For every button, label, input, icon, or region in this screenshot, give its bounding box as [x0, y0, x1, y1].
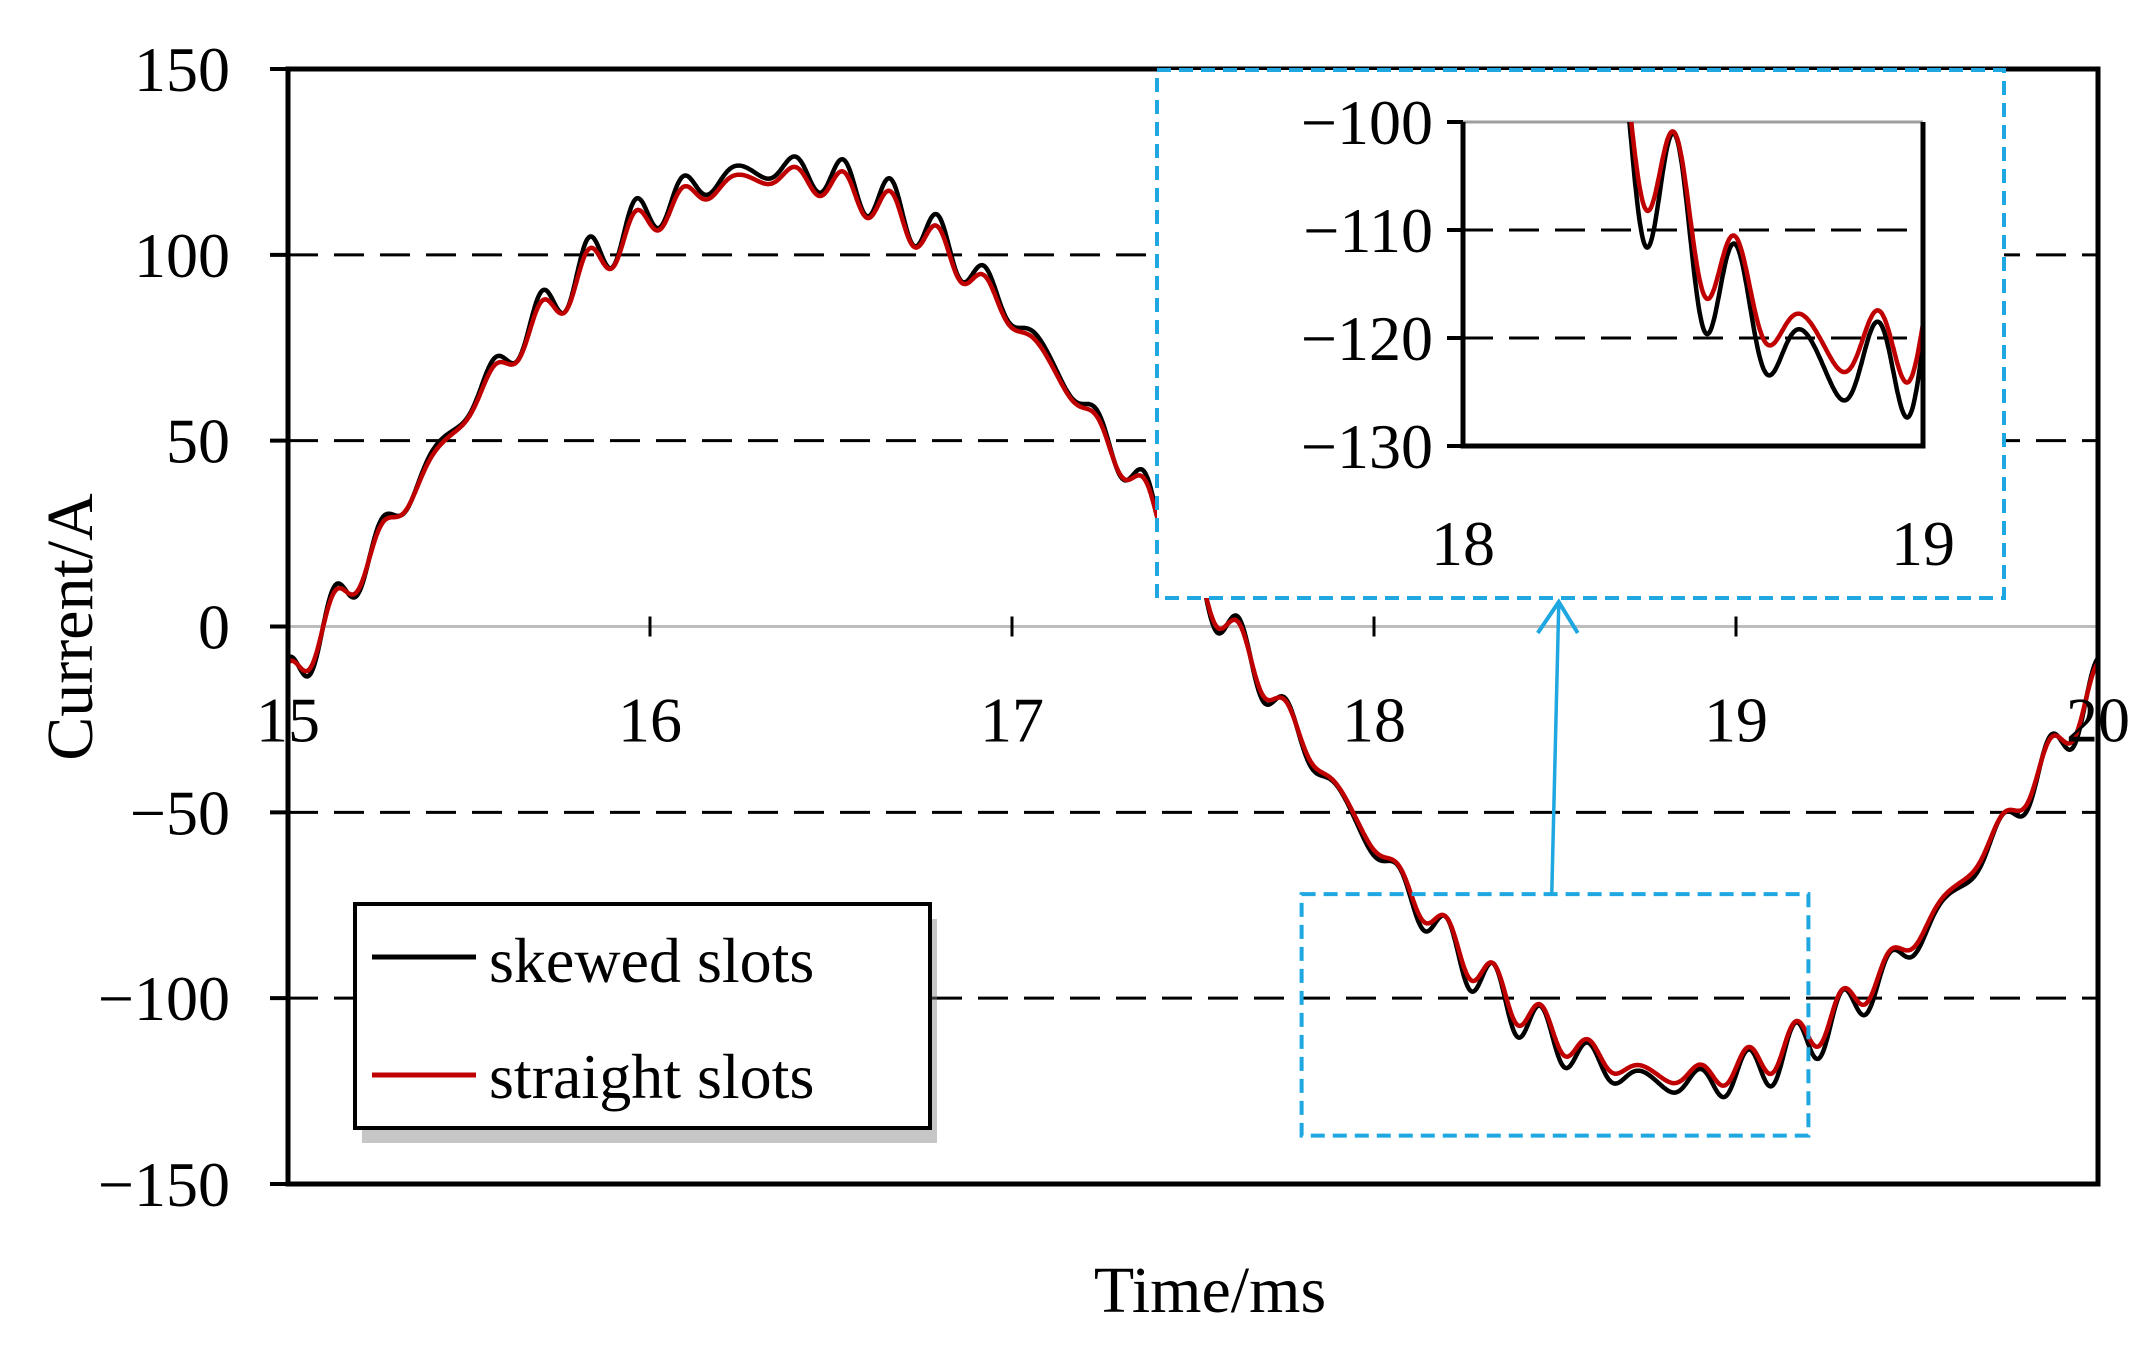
y-tick-label: 100: [134, 220, 230, 291]
legend-label-straight-slots: straight slots: [489, 1041, 814, 1112]
inset-y-ticks: −100 −110 −120 −130: [1301, 87, 1463, 482]
y-tick-label: −50: [130, 777, 230, 848]
inset-y-tick-label: −110: [1303, 195, 1433, 266]
x-tick-label: 16: [618, 685, 682, 756]
y-tick-label: 0: [198, 592, 230, 663]
y-axis-ticks: 150 100 50 0 −50 −100 −150: [98, 34, 288, 1220]
legend-label-skewed-slots: skewed slots: [489, 925, 814, 996]
inset-y-tick-label: −100: [1301, 87, 1433, 158]
x-tick-label: 15: [256, 685, 320, 756]
zoom-region-box: [1299, 892, 1811, 1138]
y-axis-label: Current/A: [34, 493, 107, 761]
x-axis-label: Time/ms: [1094, 1254, 1326, 1327]
inset-x-tick-label: 19: [1891, 508, 1955, 579]
x-tick-label: 17: [980, 685, 1044, 756]
x-tick-label: 19: [1704, 685, 1768, 756]
inset-series-line-0: [1627, 122, 1923, 420]
y-tick-label: −150: [98, 1149, 230, 1220]
zoom-arrow-head: [1536, 598, 1580, 635]
zoom-arrow: [1550, 603, 1561, 895]
x-axis-ticks: 15 16 17 18 19 20: [256, 616, 2130, 756]
y-tick-label: 50: [166, 406, 230, 477]
legend-box: [353, 902, 932, 1130]
inset-axes: [1460, 122, 1926, 449]
inset-chart: −100−110−120−130 18 19: [1155, 68, 2006, 600]
inset-series-line-1: [1629, 122, 1923, 385]
y-tick-label: −100: [98, 963, 230, 1034]
inset-x-ticks: 18 19: [1431, 508, 1955, 579]
inset-frame: [1155, 68, 2006, 600]
x-tick-label: 20: [2066, 685, 2130, 756]
inset-x-tick-label: 18: [1431, 508, 1495, 579]
x-tick-label: 18: [1342, 685, 1406, 756]
inset-y-tick-label: −120: [1301, 303, 1433, 374]
inset-y-tick-label: −130: [1301, 411, 1433, 482]
legend: skewed slots straight slots: [353, 902, 937, 1143]
inset-series-group: [1627, 122, 1923, 420]
y-tick-label: 150: [134, 34, 230, 105]
